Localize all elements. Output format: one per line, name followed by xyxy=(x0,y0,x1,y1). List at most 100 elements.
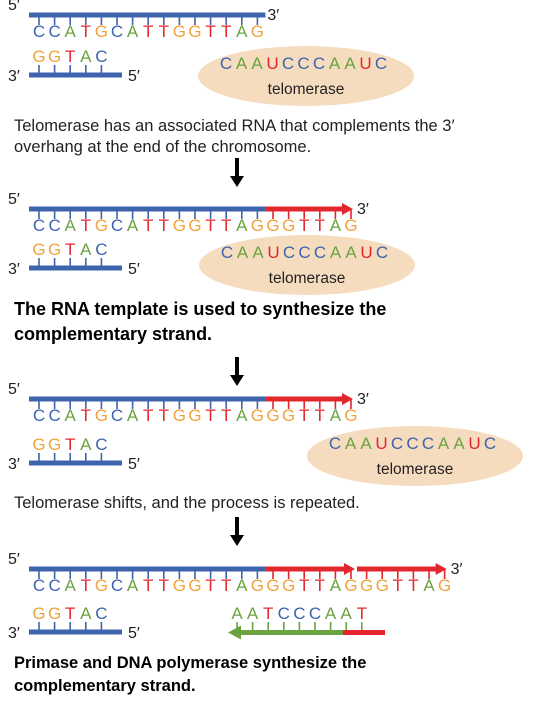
step3-ext-base-t: T xyxy=(315,406,325,425)
telomerase-step2-rna-base-u: U xyxy=(360,243,372,262)
step4-ext-base-g: G xyxy=(376,576,389,595)
step4-top-base-a: A xyxy=(127,576,139,595)
telomerase-step1-rna-base-a: A xyxy=(251,54,263,73)
telomerase-step1-rna-base-a: A xyxy=(236,54,248,73)
telomerase-step3-rna-base-c: C xyxy=(484,434,496,453)
step2-top-base-a: A xyxy=(127,216,139,235)
step4-ext-base-g: G xyxy=(266,576,279,595)
step1-bottom-base-g: G xyxy=(48,47,61,66)
step1-bottom-three-prime-label: 3′ xyxy=(8,68,20,85)
step3-top-base-a: A xyxy=(236,406,248,425)
step3-extension-arrowhead xyxy=(342,393,353,405)
step2-top-base-t: T xyxy=(159,216,169,235)
step3-top-base-c: C xyxy=(111,406,123,425)
step1-original-strand xyxy=(29,12,266,18)
telomerase-step1-rna-base-a: A xyxy=(329,54,341,73)
step2-ext-base-a: A xyxy=(330,216,342,235)
telomerase-step3-label: telomerase xyxy=(377,461,454,478)
telomerase-step3-rna-base-c: C xyxy=(329,434,341,453)
step4-bottom-base-c: C xyxy=(95,604,107,623)
step4-three-prime-label: 3′ xyxy=(451,561,463,578)
step2-top-base-c: C xyxy=(33,216,45,235)
step2-ext-base-g: G xyxy=(266,216,279,235)
step2-top-base-g: G xyxy=(251,216,264,235)
step2-top-base-g: G xyxy=(173,216,186,235)
step3-bottom-strand xyxy=(29,460,122,466)
step4-new-base-c: C xyxy=(309,604,321,623)
step4-new-base-c: C xyxy=(293,604,305,623)
step2-three-prime-label: 3′ xyxy=(357,201,369,218)
step4-top-base-c: C xyxy=(111,576,123,595)
telomerase-step3-rna-base-a: A xyxy=(453,434,465,453)
step4-ext-base-g: G xyxy=(282,576,295,595)
step4-new-strand-arrowhead xyxy=(228,625,241,640)
step4-top-base-t: T xyxy=(221,576,231,595)
telomerase-step2-rna-base-a: A xyxy=(237,243,249,262)
step-arrow-1-head xyxy=(230,176,244,187)
step2-ext-base-g: G xyxy=(282,216,295,235)
step1-top-base-g: G xyxy=(251,22,264,41)
step4-bottom-five-prime-label: 5′ xyxy=(128,625,140,642)
step2-top-base-g: G xyxy=(95,216,108,235)
step1-top-base-g: G xyxy=(188,22,201,41)
step3-original-strand xyxy=(29,396,266,402)
telomerase-step2-rna-base-c: C xyxy=(221,243,233,262)
telomerase-step1-rna-base-c: C xyxy=(313,54,325,73)
telomerase-step1-rna-base-u: U xyxy=(359,54,371,73)
step2-bottom-three-prime-label: 3′ xyxy=(8,261,20,278)
step1-bottom-base-g: G xyxy=(32,47,45,66)
telomerase-step1-label: telomerase xyxy=(268,81,345,98)
step4-extension-1-shaft xyxy=(265,566,349,572)
step1-top-base-a: A xyxy=(127,22,139,41)
step2-top-base-g: G xyxy=(188,216,201,235)
telomerase-step3-rna-base-c: C xyxy=(391,434,403,453)
step4-top-base-t: T xyxy=(81,576,91,595)
telomerase-step3-rna-base-a: A xyxy=(360,434,372,453)
step4-ext-base-g: G xyxy=(344,576,357,595)
step1-bottom-five-prime-label: 5′ xyxy=(128,68,140,85)
step3-top-base-t: T xyxy=(205,406,215,425)
step2-ext-base-t: T xyxy=(299,216,309,235)
step3-bottom-base-g: G xyxy=(32,435,45,454)
step2-bottom-base-g: G xyxy=(32,240,45,259)
step2-top-base-t: T xyxy=(81,216,91,235)
step3-top-base-a: A xyxy=(65,406,77,425)
telomerase-step3-rna-base-a: A xyxy=(438,434,450,453)
telomerase-step1-rna-base-a: A xyxy=(344,54,356,73)
step3-five-prime-label: 5′ xyxy=(8,381,20,398)
step1-top-base-a: A xyxy=(236,22,248,41)
step4-dna-polymerase-strand xyxy=(240,630,344,635)
step2-top-base-t: T xyxy=(221,216,231,235)
step4-top-base-t: T xyxy=(205,576,215,595)
step-arrow-3-shaft xyxy=(235,517,239,537)
step3-top-base-t: T xyxy=(143,406,153,425)
step4-five-prime-label: 5′ xyxy=(8,551,20,568)
step3-top-base-g: G xyxy=(251,406,264,425)
step3-bottom-three-prime-label: 3′ xyxy=(8,456,20,473)
step2-ext-base-t: T xyxy=(315,216,325,235)
telomerase-step1-body xyxy=(198,46,414,106)
step3-top-base-t: T xyxy=(81,406,91,425)
step4-ext-base-t: T xyxy=(393,576,403,595)
step3-three-prime-label: 3′ xyxy=(357,391,369,408)
telomerase-step3-rna-base-u: U xyxy=(375,434,387,453)
telomerase-step2-rna-base-a: A xyxy=(345,243,357,262)
step4-new-base-a: A xyxy=(231,604,243,623)
step1-top-base-t: T xyxy=(221,22,231,41)
telomerase-step2-body xyxy=(199,235,415,295)
step-arrow-2-shaft xyxy=(235,357,239,377)
telomerase-step1-rna-base-c: C xyxy=(220,54,232,73)
step4-rna-primer xyxy=(343,630,385,635)
step4-bottom-base-t: T xyxy=(65,604,75,623)
caption-step-1: Telomerase has an associated RNA that co… xyxy=(14,117,455,156)
step4-top-base-t: T xyxy=(143,576,153,595)
step4-ext-base-t: T xyxy=(408,576,418,595)
step2-top-base-c: C xyxy=(111,216,123,235)
caption-step-4: Primase and DNA polymerase synthesize th… xyxy=(14,654,367,695)
step2-bottom-base-g: G xyxy=(48,240,61,259)
step2-five-prime-label: 5′ xyxy=(8,191,20,208)
step4-top-base-a: A xyxy=(236,576,248,595)
step4-extension-1-arrowhead xyxy=(344,563,355,575)
step4-new-base-c: C xyxy=(278,604,290,623)
step4-top-base-g: G xyxy=(173,576,186,595)
